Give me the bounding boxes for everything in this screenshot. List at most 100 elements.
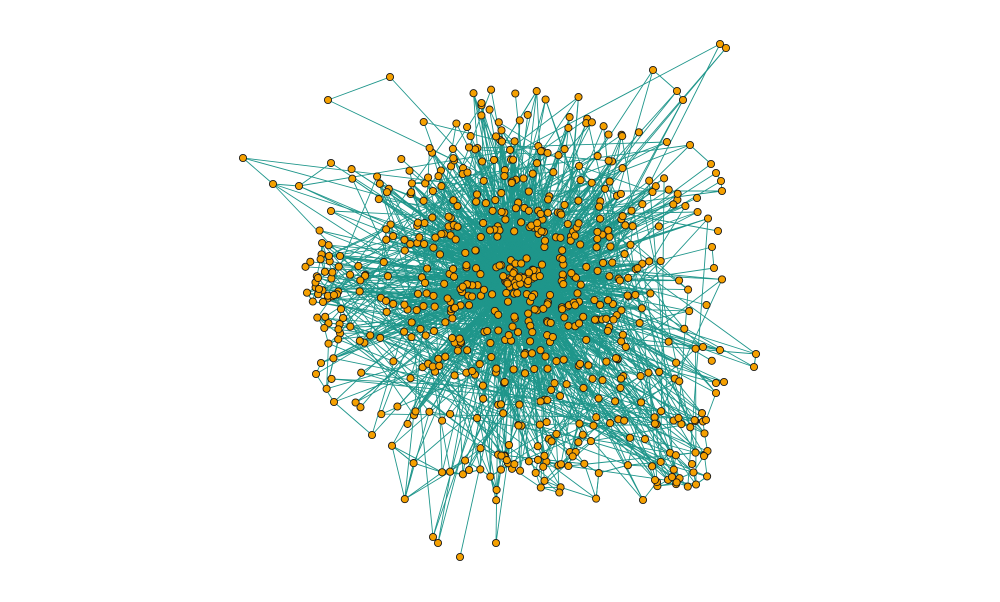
- graph-node: [566, 236, 575, 245]
- graph-edge: [338, 328, 509, 464]
- graph-node: [644, 368, 653, 377]
- graph-node: [420, 218, 429, 228]
- graph-node: [526, 337, 535, 346]
- graph-edge: [320, 263, 522, 364]
- graph-node: [530, 364, 539, 374]
- graph-node: [328, 268, 337, 277]
- graph-node: [554, 151, 563, 160]
- graph-node: [601, 184, 610, 193]
- graph-node: [550, 379, 559, 388]
- graph-node: [621, 342, 630, 351]
- graph-node: [407, 188, 416, 197]
- graph-node: [497, 207, 506, 216]
- graph-node: [327, 374, 336, 383]
- graph-node: [672, 478, 681, 487]
- graph-node: [434, 172, 443, 181]
- graph-node: [537, 227, 546, 236]
- graph-node: [355, 287, 364, 296]
- graph-node: [524, 187, 533, 196]
- graph-node: [472, 190, 482, 199]
- graph-node: [620, 416, 629, 425]
- graph-node: [626, 240, 635, 249]
- graph-node: [592, 413, 601, 422]
- graph-node: [542, 418, 551, 427]
- graph-node: [687, 459, 697, 469]
- graph-node: [611, 354, 621, 363]
- graph-edge: [540, 400, 661, 463]
- graph-node: [318, 297, 328, 307]
- graph-node: [444, 212, 453, 221]
- graph-edge: [568, 199, 678, 327]
- graph-node: [314, 284, 324, 294]
- graph-node: [594, 394, 603, 403]
- graph-node: [313, 313, 322, 322]
- graph-node: [374, 195, 383, 204]
- graph-edge: [511, 182, 704, 348]
- graph-node: [419, 302, 428, 311]
- graph-node: [721, 43, 731, 53]
- graph-node: [509, 269, 518, 278]
- graph-node: [366, 331, 375, 340]
- graph-edge: [317, 277, 452, 310]
- graph-node: [648, 65, 658, 75]
- graph-node: [575, 161, 584, 171]
- graph-node: [596, 214, 605, 223]
- graph-node: [323, 95, 333, 105]
- graph-node: [691, 344, 700, 353]
- graph-node: [702, 300, 711, 310]
- graph-node: [413, 218, 422, 227]
- graph-node: [549, 168, 558, 177]
- graph-node: [496, 465, 506, 474]
- graph-node: [357, 368, 366, 377]
- graph-node: [574, 196, 583, 205]
- graph-node: [346, 322, 355, 331]
- graph-node: [616, 383, 625, 392]
- graph-node: [574, 92, 583, 102]
- graph-node: [497, 126, 506, 135]
- node-layer: [238, 39, 761, 562]
- graph-edge: [404, 462, 415, 500]
- graph-edge: [563, 99, 684, 318]
- graph-node: [382, 307, 391, 316]
- graph-node: [531, 468, 540, 477]
- graph-node: [519, 174, 528, 183]
- graph-node: [403, 419, 412, 428]
- graph-node: [552, 357, 561, 366]
- graph-node: [575, 319, 584, 328]
- graph-node: [618, 330, 627, 339]
- graph-node: [449, 264, 458, 273]
- graph-node: [552, 429, 561, 439]
- graph-node: [650, 475, 660, 485]
- graph-node: [587, 118, 596, 127]
- graph-node: [543, 395, 552, 405]
- graph-node: [463, 122, 472, 132]
- graph-node: [625, 433, 635, 442]
- graph-node: [598, 376, 607, 385]
- graph-node: [429, 243, 438, 252]
- graph-edge: [689, 144, 712, 165]
- graph-node: [509, 365, 518, 374]
- graph-edge: [429, 263, 516, 413]
- graph-node: [486, 338, 495, 348]
- graph-node: [497, 188, 506, 198]
- graph-node: [683, 482, 692, 491]
- graph-node: [385, 72, 395, 82]
- graph-node: [411, 407, 420, 416]
- graph-node: [672, 86, 682, 96]
- graph-node: [476, 444, 485, 453]
- graph-node: [699, 451, 709, 461]
- graph-node: [487, 85, 496, 94]
- graph-node: [533, 455, 542, 464]
- graph-edge: [603, 126, 621, 281]
- graph-node: [751, 349, 761, 359]
- graph-edge: [596, 246, 717, 394]
- graph-node: [631, 290, 640, 299]
- graph-edge: [342, 317, 561, 488]
- graph-node: [491, 132, 501, 141]
- graph-node: [533, 219, 542, 228]
- graph-node: [703, 214, 713, 223]
- graph-node: [389, 299, 398, 308]
- graph-node: [472, 197, 481, 206]
- graph-node: [455, 334, 464, 343]
- graph-node: [674, 413, 683, 423]
